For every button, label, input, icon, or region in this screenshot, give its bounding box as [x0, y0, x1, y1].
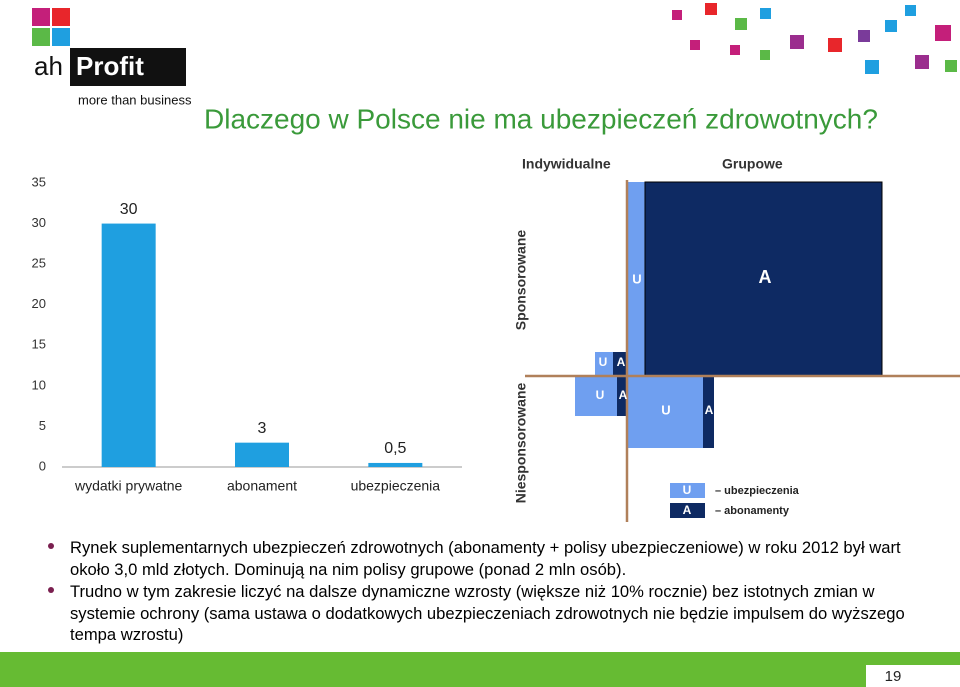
bullet-list: Rynek suplementarnych ubezpieczeń zdrowo…: [48, 537, 938, 647]
y-tick-label: 35: [32, 174, 46, 189]
diagram: [525, 180, 960, 522]
bar: [235, 442, 289, 467]
cell-label: U: [632, 271, 641, 286]
page-number: 19: [885, 668, 902, 685]
y-tick-label: 5: [39, 418, 46, 433]
bar: [101, 223, 156, 467]
logo-square: [32, 28, 50, 46]
y-tick-label: 20: [32, 296, 46, 311]
cell-label: U: [596, 388, 605, 402]
logo-square: [52, 8, 70, 26]
logo-square: [32, 8, 50, 26]
logo-square: [52, 28, 70, 46]
page-number-box: [866, 665, 960, 687]
slide-title: Dlaczego w Polsce nie ma ubezpieczeń zdr…: [204, 103, 878, 134]
cell-label: A: [619, 388, 628, 402]
y-tick-label: 15: [32, 337, 46, 352]
cell-label: U: [661, 402, 670, 417]
legend-symbol: A: [683, 503, 692, 517]
cell-label: U: [599, 355, 608, 369]
cell-label: A: [759, 267, 772, 287]
bullet: Trudno w tym zakresie liczyć na dalsze d…: [48, 581, 938, 646]
decoration: [672, 3, 957, 74]
legend-label: – ubezpieczenia: [715, 485, 800, 497]
footer-bar: [0, 652, 862, 687]
cell-label: A: [705, 403, 714, 417]
row-header: Niesponsorowane: [513, 383, 529, 504]
row-header: Sponsorowane: [513, 230, 529, 331]
legend-label: – abonamenty: [715, 505, 790, 517]
x-tick-label: wydatki prywatne: [74, 478, 183, 494]
y-tick-label: 30: [32, 215, 46, 230]
logo-name: Profit: [76, 51, 144, 81]
value-label: 30: [120, 201, 138, 218]
x-tick-label: ubezpieczenia: [351, 478, 441, 494]
logo-tagline: more than business: [78, 92, 192, 107]
legend-symbol: U: [683, 483, 692, 497]
logo-box: [70, 48, 186, 86]
y-tick-label: 10: [32, 377, 46, 392]
y-tick-label: 0: [39, 458, 46, 473]
bar: [368, 462, 423, 467]
bullet: Rynek suplementarnych ubezpieczeń zdrowo…: [48, 537, 938, 580]
value-label: 3: [258, 420, 267, 437]
column-header: Indywidualne: [522, 156, 611, 172]
cell-label: A: [617, 355, 626, 369]
value-label: 0,5: [384, 440, 406, 457]
bar-chart: 0 5 10 15 20 25 30 35 wydatki prywatne 30 abonamen…: [32, 174, 462, 494]
column-header: Grupowe: [722, 156, 783, 172]
x-tick-label: abonament: [227, 478, 297, 494]
y-tick-label: 25: [32, 256, 46, 271]
logo-prefix: ah: [34, 51, 63, 81]
